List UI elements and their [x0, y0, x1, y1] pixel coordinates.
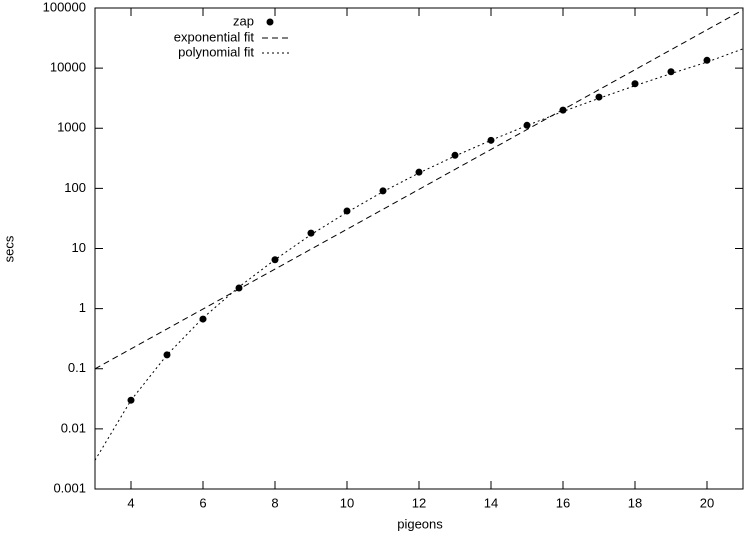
x-tick-label: 18: [628, 495, 642, 510]
data-point: [343, 207, 351, 215]
data-point: [487, 136, 495, 144]
data-point: [703, 56, 711, 64]
y-tick-label: 0.001: [53, 480, 86, 495]
data-point: [667, 68, 675, 76]
fit-line: [95, 48, 743, 461]
x-tick-label: 6: [199, 495, 206, 510]
plot-frame: [94, 7, 744, 490]
legend-label: exponential fit: [174, 29, 255, 44]
y-axis-label: secs: [1, 235, 16, 262]
x-axis-label: pigeons: [397, 516, 443, 531]
data-point: [271, 256, 279, 264]
y-tick-label: 100: [64, 180, 86, 195]
data-point: [379, 187, 387, 195]
data-point: [307, 229, 315, 237]
x-tick-label: 16: [556, 495, 570, 510]
data-point: [595, 93, 603, 101]
fit-line: [95, 9, 743, 370]
y-tick-label: 100000: [43, 0, 86, 14]
x-tick-label: 20: [700, 495, 714, 510]
y-tick-label: 10: [72, 240, 86, 255]
data-point: [415, 168, 423, 176]
legend-label: polynomial fit: [178, 44, 254, 59]
x-tick-label: 14: [484, 495, 498, 510]
x-tick-label: 8: [271, 495, 278, 510]
x-tick-label: 12: [412, 495, 426, 510]
y-tick-label: 1: [79, 300, 86, 315]
legend-label: zap: [233, 13, 254, 28]
y-tick-label: 1000: [57, 120, 86, 135]
data-point: [199, 315, 207, 323]
plot-area: [95, 9, 743, 461]
y-tick-label: 10000: [50, 60, 86, 75]
x-tick-label: 4: [127, 495, 134, 510]
data-point: [451, 151, 459, 159]
x-tick-label: 10: [340, 495, 354, 510]
y-tick-label: 0.1: [68, 360, 86, 375]
legend-marker: [266, 18, 274, 26]
y-tick-label: 0.01: [61, 420, 86, 435]
data-point: [523, 121, 531, 129]
